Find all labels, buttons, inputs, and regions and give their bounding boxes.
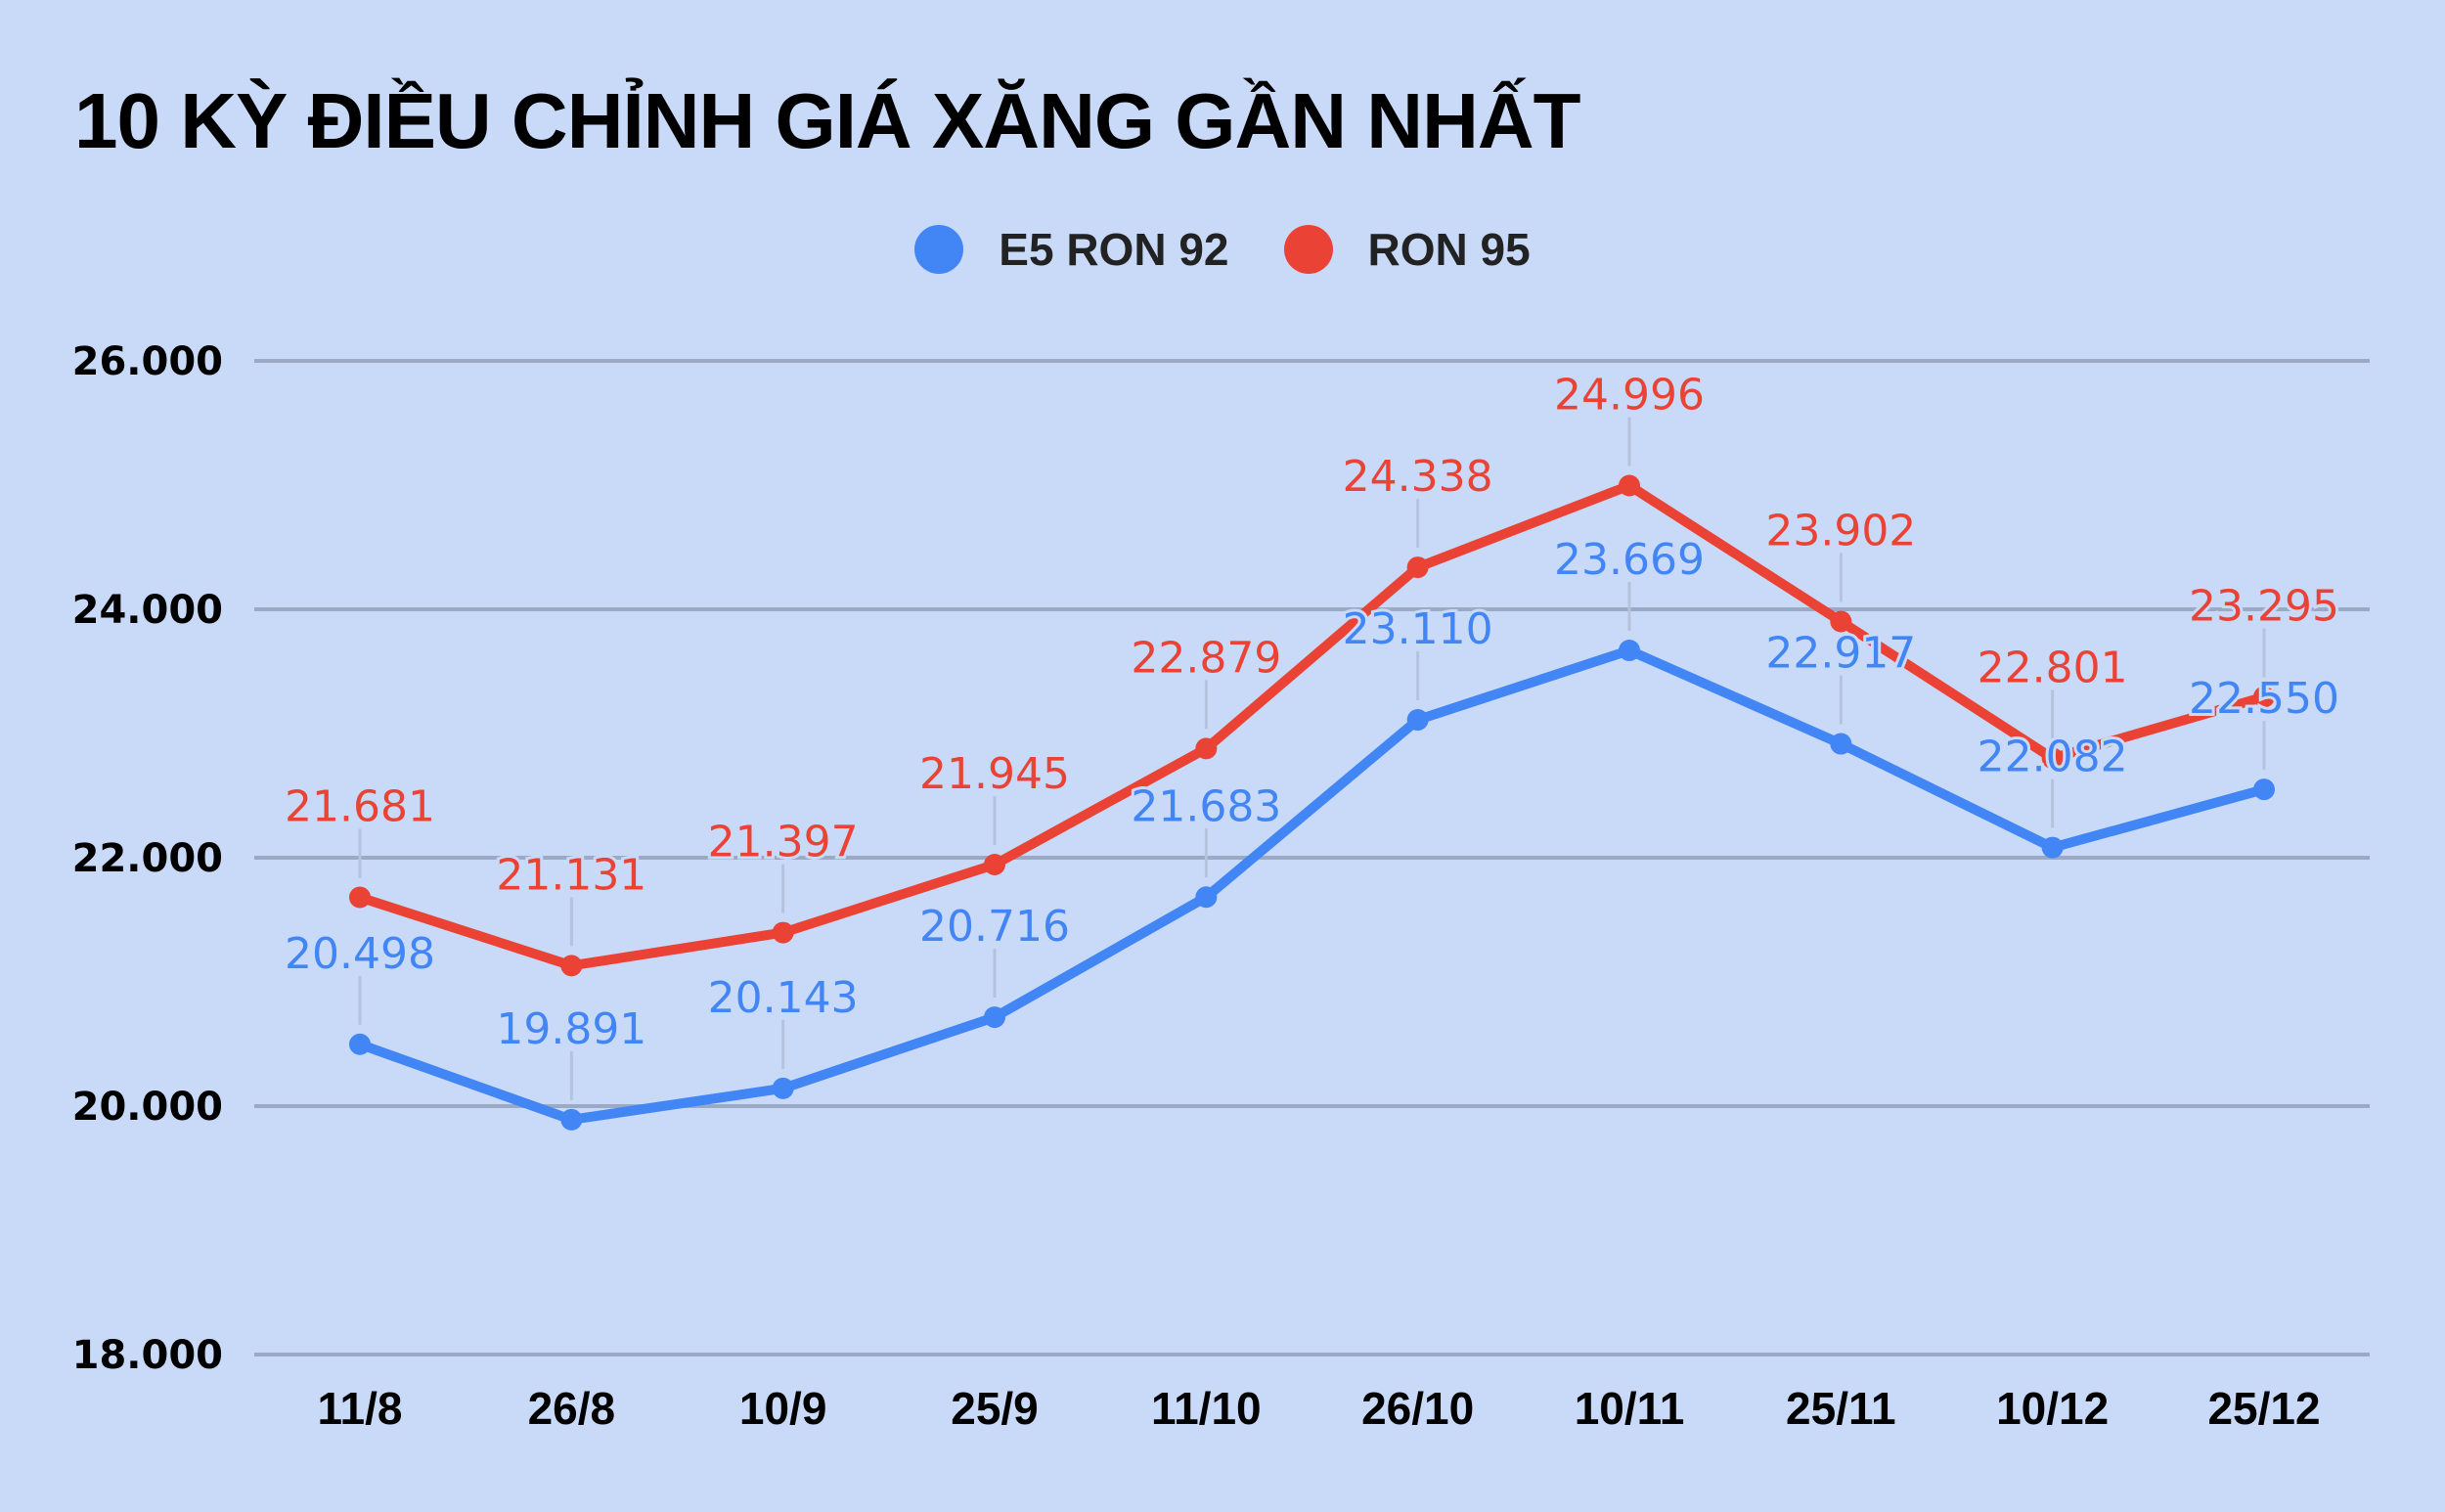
data-point	[2041, 747, 2064, 770]
data-label: 23.110	[1343, 604, 1493, 654]
y-tick-label: 26.000	[72, 339, 223, 384]
data-point	[984, 853, 1005, 875]
data-label: 22.879	[1131, 633, 1281, 683]
data-point	[772, 921, 794, 944]
data-point	[1195, 886, 1218, 909]
legend-label: E5 RON 92	[999, 224, 1229, 275]
data-label: 23.669	[1554, 535, 1705, 585]
data-label: 20.716	[919, 902, 1070, 952]
x-tick-label: 26/8	[528, 1383, 616, 1434]
x-tick-label: 25/12	[2207, 1383, 2320, 1434]
legend-item-ron-95: RON 95	[1283, 223, 1531, 276]
legend-item-e5-ron-92: E5 RON 92	[914, 223, 1229, 276]
data-point	[984, 1006, 1005, 1029]
data-point	[1830, 733, 1852, 755]
y-tick-label: 18.000	[72, 1333, 223, 1378]
x-axis: 11/8 26/8 10/9 25/9 11/10 26/10 10/11 25/11 10/1…	[318, 1383, 2321, 1434]
data-label: 20.498	[285, 929, 435, 979]
x-tick-label: 26/10	[1361, 1383, 1474, 1434]
x-tick-label: 10/12	[1996, 1383, 2109, 1434]
data-label: 22.917	[1765, 629, 1916, 679]
data-point	[1830, 610, 1852, 633]
gridlines	[254, 359, 2370, 1356]
chart-title: 10 KỲ ĐIỀU CHỈNH GIÁ XĂNG GẦN NHẤT	[74, 77, 1580, 164]
x-tick-label: 25/9	[951, 1383, 1039, 1434]
data-label: 22.082	[1978, 733, 2128, 782]
data-label: 24.996	[1554, 371, 1705, 421]
legend: E5 RON 92 RON 95	[0, 223, 2445, 276]
data-label: 22.550	[2189, 674, 2339, 724]
data-label: 20.143	[708, 973, 859, 1023]
data-label: 24.338	[1343, 452, 1493, 502]
data-label: 22.801	[1978, 643, 2128, 692]
data-point	[1619, 640, 1640, 662]
x-tick-label: 10/11	[1575, 1383, 1685, 1434]
x-tick-label: 25/11	[1786, 1383, 1896, 1434]
data-point	[349, 1033, 371, 1055]
data-point	[1195, 737, 1218, 760]
y-tick-label: 24.000	[72, 588, 223, 633]
label-leader-lines	[358, 417, 2266, 1100]
data-label: 21.397	[708, 818, 859, 867]
data-label: 21.683	[1131, 781, 1281, 831]
data-label: 23.902	[1765, 506, 1916, 556]
data-point	[2253, 778, 2275, 801]
data-point	[2041, 836, 2064, 859]
data-point	[772, 1077, 794, 1099]
data-point	[1406, 556, 1429, 579]
data-point	[1619, 474, 1640, 497]
data-point	[349, 886, 371, 909]
data-label: 21.945	[919, 749, 1070, 799]
data-point	[560, 1108, 583, 1131]
y-axis: 18.000 20.000 22.000 24.000 26.000	[72, 339, 223, 1378]
series-line	[355, 480, 2269, 971]
data-label: 23.295	[2189, 582, 2339, 632]
series-line	[355, 645, 2269, 1125]
data-point	[1406, 709, 1429, 732]
data-label: 19.891	[496, 1004, 646, 1054]
x-tick-label: 10/9	[739, 1383, 827, 1434]
data-labels: 20.498 19.891 20.143 20.716 21.683 23.110 23.6…	[282, 368, 2342, 1057]
x-tick-label: 11/10	[1151, 1383, 1262, 1434]
data-point	[560, 955, 583, 977]
legend-label: RON 95	[1367, 224, 1531, 275]
y-tick-label: 22.000	[72, 836, 223, 881]
data-point	[2253, 686, 2275, 708]
data-label: 21.131	[496, 850, 646, 900]
legend-dot-icon	[914, 225, 964, 274]
x-tick-label: 11/8	[318, 1383, 403, 1434]
y-tick-label: 20.000	[72, 1085, 223, 1130]
data-label: 21.681	[285, 782, 435, 832]
legend-dot-icon	[1283, 225, 1333, 274]
series-lines	[349, 474, 2275, 1131]
